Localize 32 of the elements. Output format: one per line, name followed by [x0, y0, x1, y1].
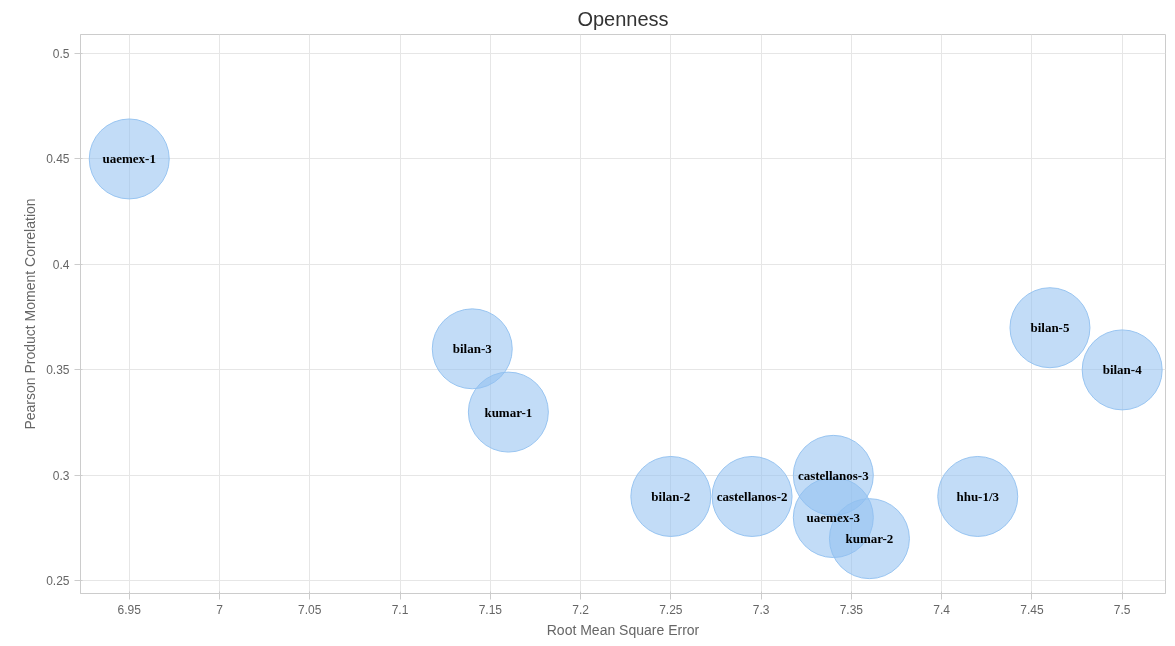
x-axis-title: Root Mean Square Error [546, 621, 700, 638]
series-label: castellanos-3 [797, 467, 870, 483]
x-tick-label: 7.1 [391, 602, 409, 617]
x-tick-label: 7 [216, 602, 224, 617]
series-label: bilan-4 [1102, 362, 1143, 378]
series-label: bilan-2 [651, 488, 691, 504]
x-tick-label: 7.25 [659, 602, 683, 617]
x-tick-label: 7.05 [298, 602, 322, 617]
chart-title: Openness [577, 7, 669, 30]
series-label: hhu-1/3 [956, 488, 1000, 504]
y-axis-title: Pearson Product Moment Correlation [22, 198, 39, 430]
x-tick-label: 7.4 [933, 602, 951, 617]
series-label: uaemex-1 [102, 151, 156, 167]
series-label: bilan-5 [1030, 320, 1070, 336]
x-tick-label: 7.3 [752, 602, 770, 617]
series-label: uaemex-3 [806, 510, 861, 526]
x-tick-label: 7.5 [1113, 602, 1131, 617]
x-tick-label: 7.15 [478, 602, 503, 617]
series-label: kumar-1 [484, 404, 533, 420]
y-tick-label: 0.3 [52, 468, 70, 483]
series-label: kumar-2 [845, 531, 894, 547]
x-tick-label: 6.95 [117, 602, 142, 617]
x-tick-label: 7.2 [572, 602, 590, 617]
y-tick-label: 0.4 [52, 257, 70, 272]
y-tick-label: 0.35 [46, 363, 70, 378]
series-label: bilan-3 [452, 341, 493, 357]
series-label: castellanos-2 [716, 488, 788, 504]
y-tick-label: 0.25 [46, 574, 70, 589]
x-tick-label: 7.45 [1020, 602, 1044, 617]
y-tick-label: 0.45 [46, 152, 70, 167]
y-tick-label: 0.5 [52, 46, 70, 61]
x-tick-label: 7.35 [839, 602, 864, 617]
